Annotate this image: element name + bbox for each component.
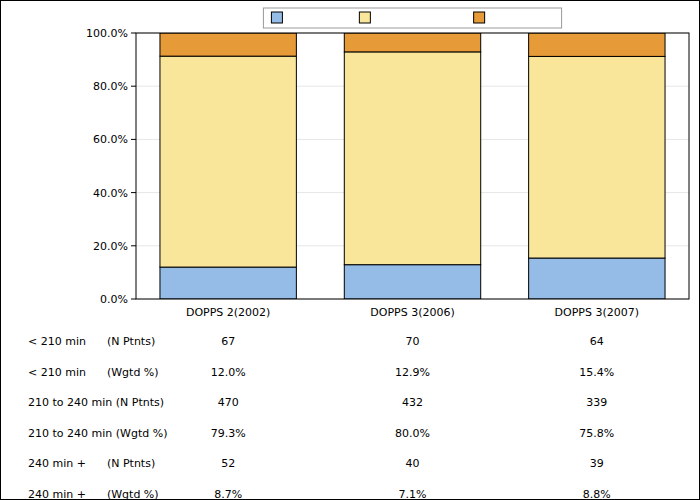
table-cell: 70	[406, 335, 420, 348]
table-cell: 12.9%	[395, 366, 430, 379]
legend-swatch	[474, 12, 485, 23]
bar-segment	[529, 258, 665, 299]
bar-segment	[344, 33, 480, 52]
tick-label: 60.0%	[93, 133, 128, 146]
table-cell: 432	[402, 396, 423, 409]
category-label: DOPPS 3(2006)	[370, 306, 454, 319]
row-label: < 210 min (N Ptnts)	[28, 335, 155, 348]
table-cell: 12.0%	[211, 366, 246, 379]
table-cell: 8.7%	[214, 488, 242, 500]
row-label: 240 min + (N Ptnts)	[28, 457, 155, 470]
chart: 0.0% 20.0% 40.0% 60.0% 80.0% 100.0% DOPPS 2(20…	[0, 0, 700, 500]
table-cell: 52	[221, 457, 235, 470]
bar-segment	[160, 56, 296, 267]
tick-label: 80.0%	[93, 80, 128, 93]
table-cell: 15.4%	[579, 366, 614, 379]
table-cell: 339	[586, 396, 607, 409]
category-label: DOPPS 3(2007)	[555, 306, 639, 319]
row-label: < 210 min (Wgtd %)	[28, 366, 159, 379]
category-label: DOPPS 2(2002)	[186, 306, 270, 319]
table-cell: 39	[590, 457, 604, 470]
bars	[160, 33, 665, 299]
legend-swatch	[271, 12, 282, 23]
tick-mark	[131, 33, 136, 34]
tick-label: 100.0%	[86, 27, 128, 40]
legend-swatch	[359, 12, 370, 23]
tick-label: 0.0%	[100, 293, 128, 306]
bar-segment	[160, 267, 296, 299]
plot-frame	[136, 33, 689, 299]
row-label: 210 to 240 min (N Ptnts)	[28, 396, 164, 409]
bar-segment	[160, 33, 296, 56]
outer-border	[1, 1, 700, 500]
table-cell: 80.0%	[395, 427, 430, 440]
bar-segment	[344, 52, 480, 265]
tick-mark	[131, 192, 136, 193]
row-label: 210 to 240 min (Wgtd %)	[28, 427, 167, 440]
table-cell: 7.1%	[399, 488, 427, 500]
tick-mark	[131, 86, 136, 87]
table-cell: 8.8%	[583, 488, 611, 500]
tick-mark	[131, 299, 136, 300]
tick-label: 40.0%	[93, 187, 128, 200]
legend-box	[263, 8, 561, 28]
table-cell: 75.8%	[579, 427, 614, 440]
tick-mark	[131, 245, 136, 246]
bar-segment	[529, 33, 665, 56]
tick-label: 20.0%	[93, 240, 128, 253]
table-cell: 79.3%	[211, 427, 246, 440]
table-cell: 40	[406, 457, 420, 470]
table-cell: 470	[218, 396, 239, 409]
legend: < 210 min210 to 240 min240 min +	[263, 8, 561, 28]
bar-segment	[344, 265, 480, 299]
bar-segment	[529, 56, 665, 258]
table-cell: 64	[590, 335, 604, 348]
table-cell: 67	[221, 335, 235, 348]
tick-mark	[131, 139, 136, 140]
row-label: 240 min + (Wgtd %)	[28, 488, 159, 500]
